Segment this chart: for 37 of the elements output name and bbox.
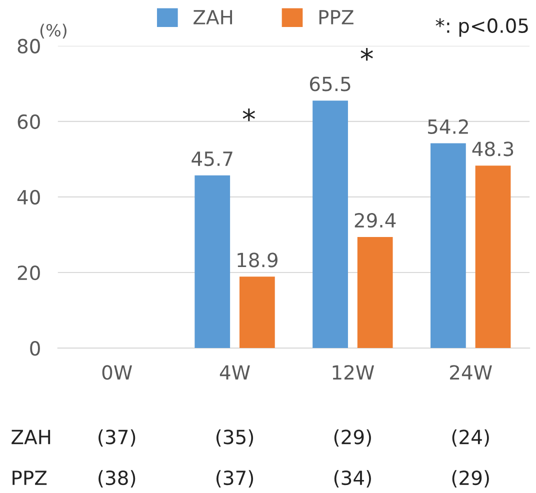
text: ZAH bbox=[12, 430, 50, 444]
data-label: 65.5 bbox=[310, 76, 350, 92]
legend-label: ZAH bbox=[194, 10, 232, 24]
text: (38) bbox=[98, 470, 136, 488]
text: (37) bbox=[98, 429, 136, 447]
text: *: p<0.05 bbox=[436, 18, 528, 37]
y-tick-label: 20 bbox=[18, 265, 40, 280]
text: (24) bbox=[452, 429, 489, 447]
data-label: 54.2 bbox=[428, 119, 468, 134]
bar bbox=[430, 143, 466, 348]
text: (37) bbox=[216, 470, 254, 488]
legend-label: PPZ bbox=[319, 10, 354, 24]
bar bbox=[475, 166, 511, 348]
text: PPZ bbox=[12, 470, 47, 485]
annotation: * bbox=[360, 48, 373, 61]
bar bbox=[239, 276, 275, 348]
x-tick-label: 12W bbox=[332, 365, 374, 380]
bar bbox=[194, 175, 230, 348]
text: (29) bbox=[334, 429, 371, 447]
x-tick-label: 0W bbox=[102, 365, 132, 380]
data-label: 18.9 bbox=[238, 252, 278, 268]
y-axis-title: (%) bbox=[40, 24, 66, 39]
text: (29) bbox=[452, 470, 489, 488]
bar bbox=[312, 100, 348, 348]
annotation: * bbox=[242, 108, 256, 122]
bar bbox=[357, 236, 393, 348]
y-tick-label: 40 bbox=[17, 190, 40, 205]
x-tick-label: 4W bbox=[220, 365, 250, 380]
text: (34) bbox=[334, 470, 371, 488]
data-label: 29.4 bbox=[354, 212, 396, 228]
text: (35) bbox=[216, 429, 254, 447]
data-label: 45.7 bbox=[192, 152, 232, 166]
y-tick-label: 80 bbox=[18, 38, 40, 54]
x-tick-label: 24W bbox=[450, 365, 492, 380]
y-tick-label: 0 bbox=[30, 341, 40, 356]
y-tick-label: 60 bbox=[18, 114, 40, 130]
data-label: 48.3 bbox=[472, 142, 514, 156]
